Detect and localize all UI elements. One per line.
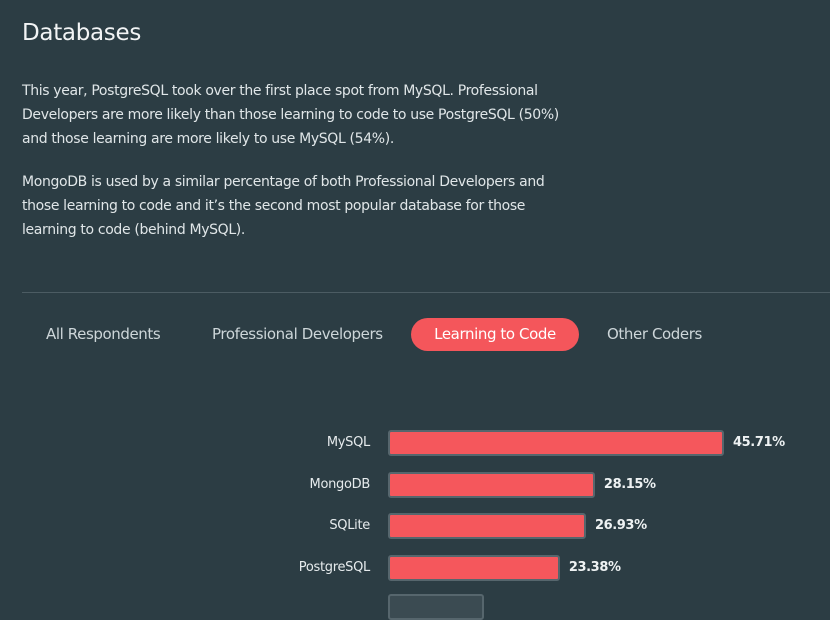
bar-mongodb: [388, 471, 595, 498]
bar-value-label: 45.71%: [733, 435, 785, 450]
intro-paragraph: This year, PostgreSQL took over the firs…: [22, 83, 559, 147]
bar-postgresql: [388, 554, 560, 581]
divider: [22, 292, 830, 293]
bar-label: SQLite: [329, 518, 370, 533]
tab-other-coders[interactable]: Other Coders: [607, 325, 702, 343]
bar-label: PostgreSQL: [298, 559, 371, 575]
bar-value-label: 23.38%: [568, 559, 621, 575]
bar-value-label: 26.93%: [594, 518, 647, 533]
tab-professional-developers[interactable]: Professional Developers: [212, 325, 383, 343]
tab-all-respondents[interactable]: All Respondents: [46, 325, 161, 343]
section-title: Databases: [22, 20, 142, 46]
tab-learning-to-code[interactable]: Learning to Code: [411, 318, 579, 351]
mongodb-paragraph: MongoDB is used by a similar percentage …: [22, 174, 545, 238]
bar-label: MongoDB: [309, 476, 371, 492]
bar-sqlite: [388, 513, 586, 539]
bar-mysql: [388, 430, 724, 456]
bar-value-label: 28.15%: [603, 476, 656, 492]
bar-label: MySQL: [326, 435, 370, 450]
